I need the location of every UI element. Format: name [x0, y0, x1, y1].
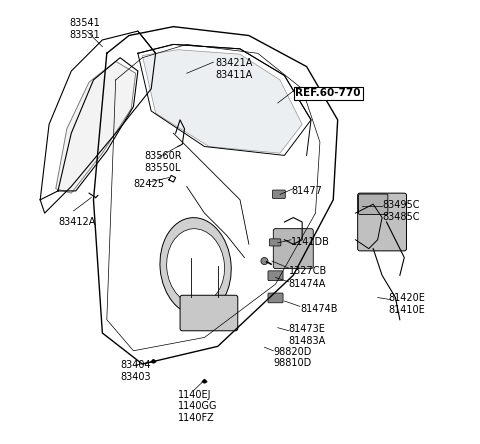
FancyBboxPatch shape — [273, 190, 285, 198]
Circle shape — [261, 258, 268, 265]
FancyBboxPatch shape — [268, 271, 283, 281]
Text: 83412A: 83412A — [58, 217, 96, 227]
Polygon shape — [56, 61, 136, 193]
Text: 98820D
98810D: 98820D 98810D — [273, 347, 312, 368]
Text: 81474A: 81474A — [289, 279, 326, 289]
Text: 81477: 81477 — [291, 186, 322, 196]
FancyBboxPatch shape — [358, 193, 407, 251]
Text: 81420E
81410E: 81420E 81410E — [389, 293, 426, 315]
FancyBboxPatch shape — [268, 293, 283, 303]
Text: 81474B: 81474B — [300, 304, 337, 313]
Text: 1327CB: 1327CB — [289, 266, 327, 276]
Text: 81473E
81483A: 81473E 81483A — [289, 325, 326, 346]
FancyBboxPatch shape — [273, 229, 313, 269]
Ellipse shape — [167, 229, 225, 304]
FancyBboxPatch shape — [269, 239, 281, 246]
Text: 83404
83403: 83404 83403 — [120, 360, 151, 381]
Text: REF.60-770: REF.60-770 — [296, 88, 361, 98]
Text: 82425: 82425 — [133, 179, 165, 189]
Ellipse shape — [160, 218, 231, 315]
FancyBboxPatch shape — [180, 295, 238, 331]
FancyBboxPatch shape — [359, 194, 388, 214]
Text: 83421A
83411A: 83421A 83411A — [216, 58, 253, 79]
Text: 1141DB: 1141DB — [291, 237, 330, 247]
Text: 83495C
83485C: 83495C 83485C — [382, 200, 420, 222]
Polygon shape — [143, 50, 302, 153]
Text: 1140EJ
1140GG
1140FZ: 1140EJ 1140GG 1140FZ — [178, 390, 217, 423]
Text: 83541
83531: 83541 83531 — [69, 18, 100, 40]
Text: 83560R
83550L: 83560R 83550L — [144, 151, 182, 173]
